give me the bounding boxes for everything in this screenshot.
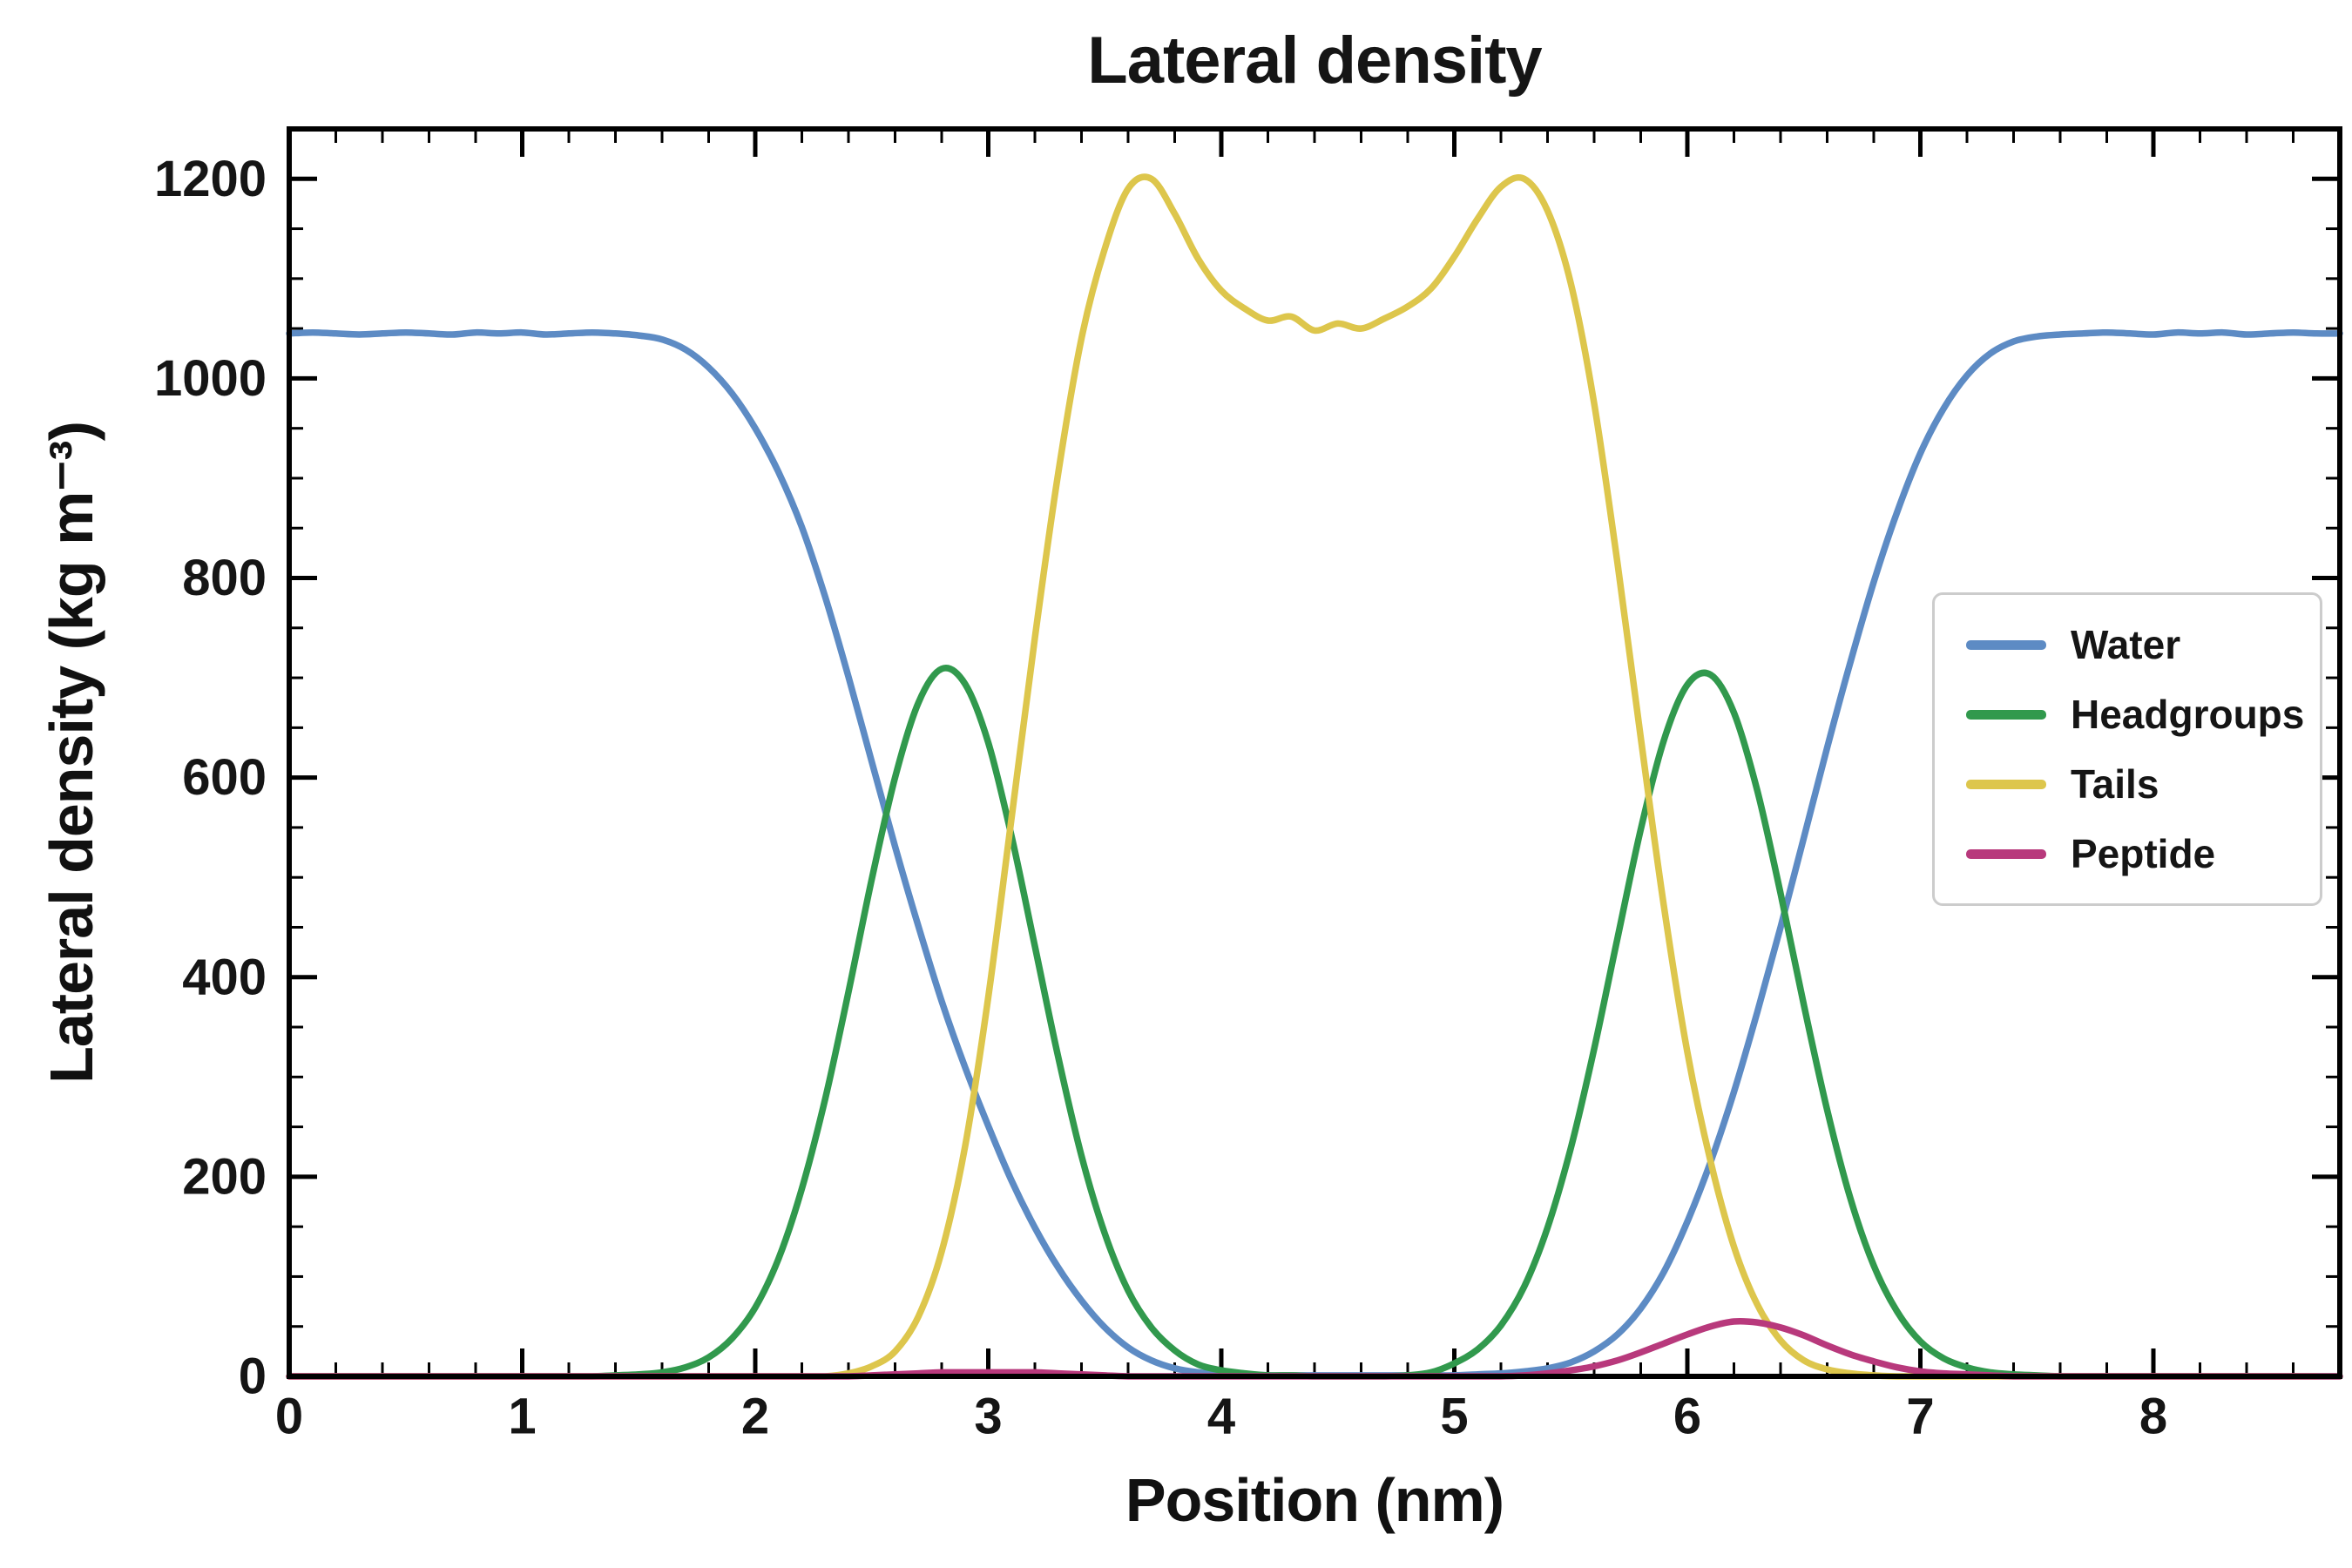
y-tick-label: 1200 <box>154 151 267 207</box>
y-tick-label: 400 <box>182 949 267 1005</box>
y-tick-label: 200 <box>182 1148 267 1205</box>
legend-label: Peptide <box>2071 831 2216 876</box>
x-tick-label: 1 <box>508 1389 536 1445</box>
x-tick-label: 4 <box>1207 1389 1235 1445</box>
chart-title: Lateral density <box>1087 24 1542 98</box>
legend-swatch-water <box>1966 639 2046 650</box>
legend-item-peptide: Peptide <box>1966 834 2288 874</box>
y-tick-label: 0 <box>239 1348 267 1405</box>
legend: Water Headgroups Tails Peptide <box>1932 592 2322 906</box>
legend-swatch-peptide <box>1966 848 2046 859</box>
legend-swatch-headgroups <box>1966 709 2046 720</box>
y-tick-label: 600 <box>182 749 267 806</box>
x-tick-label: 7 <box>1906 1389 1934 1445</box>
y-tick-labels: 0 200 400 600 800 1000 1200 <box>154 151 267 1405</box>
legend-label: Tails <box>2071 761 2159 807</box>
x-axis-label: Position (nm) <box>1125 1466 1504 1534</box>
plot-frame <box>287 126 2342 1379</box>
x-tick-label: 6 <box>1673 1389 1701 1445</box>
legend-swatch-tails <box>1966 779 2046 789</box>
y-tick-label: 1000 <box>154 350 267 407</box>
x-tick-label: 3 <box>974 1389 1002 1445</box>
x-tick-label: 0 <box>275 1389 303 1445</box>
legend-item-tails: Tails <box>1966 764 2288 804</box>
x-tick-labels: 0 1 2 3 4 5 6 7 8 <box>275 1389 2167 1445</box>
y-axis-label: Lateral density (kg m⁻³) <box>37 422 105 1084</box>
y-tick-label: 800 <box>182 550 267 606</box>
x-tick-label: 8 <box>2139 1389 2167 1445</box>
legend-label: Water <box>2071 622 2181 667</box>
x-tick-label: 2 <box>741 1389 769 1445</box>
legend-item-headgroups: Headgroups <box>1966 694 2304 734</box>
legend-label: Headgroups <box>2071 692 2305 737</box>
x-tick-label: 5 <box>1440 1389 1468 1445</box>
legend-item-water: Water <box>1966 625 2288 665</box>
